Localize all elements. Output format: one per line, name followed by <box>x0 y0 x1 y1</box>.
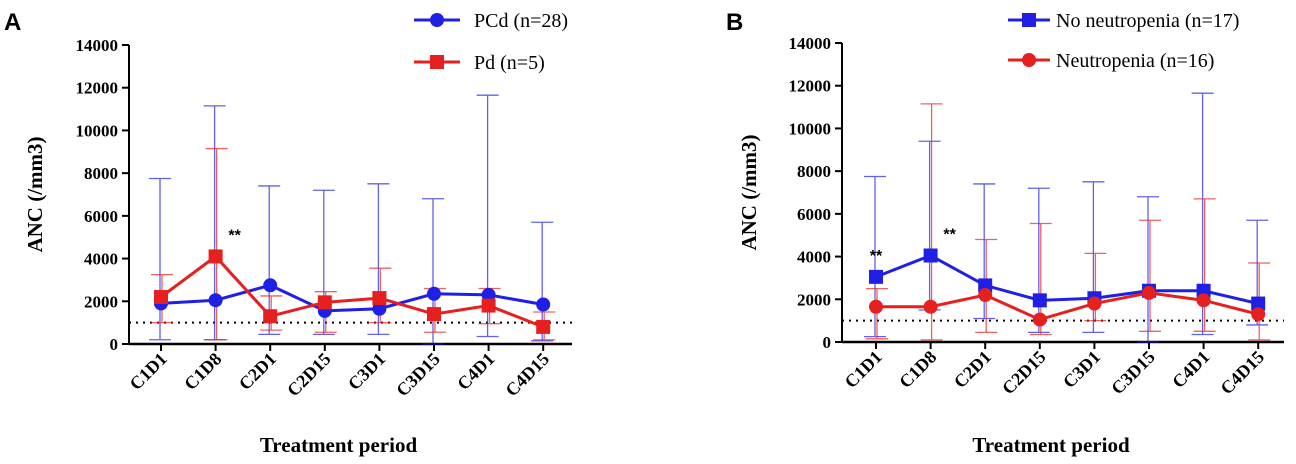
series-line <box>876 291 1259 322</box>
y-tick-label: 6000 <box>84 207 118 226</box>
x-tick-label: C1D1 <box>841 347 886 392</box>
data-point-marker <box>1142 285 1156 300</box>
y-tick-label: 2000 <box>797 290 831 309</box>
error-bar <box>1137 196 1159 343</box>
legend-entry: No neutropenia (n=17) <box>1008 10 1239 32</box>
data-point-marker <box>536 297 551 312</box>
legend-marker <box>1022 13 1036 27</box>
data-point-marker <box>869 269 883 284</box>
data-point-marker <box>372 301 387 316</box>
error-bar <box>205 147 228 341</box>
x-tick-label: C4D15 <box>1216 347 1268 399</box>
data-point-marker <box>923 248 938 263</box>
x-tick-label: C2D1 <box>235 349 280 394</box>
significance-annotation: ** <box>943 227 956 244</box>
x-tick-label: C3D1 <box>1059 347 1104 392</box>
x-tick-label: C2D15 <box>998 347 1050 399</box>
y-tick-label: 12000 <box>789 77 832 96</box>
series-line <box>160 254 544 329</box>
data-point-marker <box>263 309 278 324</box>
y-tick-label: 8000 <box>84 164 118 183</box>
significance-annotation: ** <box>228 227 241 244</box>
y-tick-label: 14000 <box>76 36 119 55</box>
y-tick-label: 2000 <box>84 292 118 311</box>
data-point-marker <box>427 286 441 301</box>
legend-entry: Pd (n=5) <box>414 52 545 74</box>
x-axis-title: Treatment period <box>972 433 1130 457</box>
data-point-marker <box>372 291 387 306</box>
data-point-marker <box>263 278 278 293</box>
legend-marker <box>1022 53 1036 67</box>
data-point-marker <box>208 249 223 264</box>
data-point-marker <box>1251 307 1266 322</box>
y-tick-label: 4000 <box>84 250 118 269</box>
y-tick-label: 4000 <box>797 248 831 267</box>
error-bar <box>149 177 171 341</box>
error-bar <box>422 198 444 345</box>
panel-label: B <box>726 9 743 36</box>
y-tick-label: 12000 <box>76 79 119 98</box>
data-point-marker <box>1032 312 1047 327</box>
x-tick-label: C1D8 <box>895 347 940 392</box>
error-bar <box>1139 219 1161 332</box>
series-line <box>875 253 1259 306</box>
panel-label: A <box>4 9 21 36</box>
data-point-marker <box>317 295 332 310</box>
y-tick-label: 0 <box>823 333 832 352</box>
x-tick-label: C3D1 <box>344 349 389 394</box>
legend-label: Pd (n=5) <box>474 52 545 74</box>
y-axis-title: ANC (/mm3) <box>23 136 47 252</box>
y-tick-label: 10000 <box>76 121 119 140</box>
y-tick-label: 0 <box>110 335 119 354</box>
data-point-marker <box>1087 296 1102 311</box>
legend-label: No neutropenia (n=17) <box>1056 10 1239 32</box>
x-tick-label: C4D1 <box>453 349 498 394</box>
legend-entry: PCd (n=28) <box>414 10 568 32</box>
x-tick-label: C2D15 <box>283 349 335 401</box>
error-bar <box>1084 252 1107 322</box>
chart-panel-a: A 0 2000 4000 6000 8000 10000 12000 14000 C1D1 C1D… <box>4 9 572 457</box>
x-tick-label: C1D8 <box>180 349 225 394</box>
error-bar <box>1193 198 1216 332</box>
data-point-marker <box>1196 283 1211 298</box>
series-line <box>160 283 544 313</box>
data-point-marker <box>978 288 993 303</box>
legend-entry: Neutropenia (n=16) <box>1008 50 1214 72</box>
y-tick-label: 8000 <box>797 162 831 181</box>
data-point-marker <box>869 299 883 314</box>
x-tick-label: C4D1 <box>1168 347 1213 392</box>
data-point-marker <box>154 290 168 305</box>
data-point-marker <box>1032 293 1047 308</box>
x-tick-label: C3D15 <box>1107 347 1159 399</box>
x-tick-label: C4D15 <box>501 349 553 401</box>
data-point-marker <box>208 293 223 308</box>
x-tick-label: C3D15 <box>392 349 444 401</box>
legend-marker <box>430 55 444 69</box>
data-point-marker <box>1196 293 1211 308</box>
error-bar <box>1027 187 1050 334</box>
data-point-marker <box>923 299 938 314</box>
significance-annotation: ** <box>870 248 883 265</box>
chart-panel-b: B 0 2000 4000 6000 8000 10000 12000 14000 C1D1 C1D… <box>726 9 1284 457</box>
legend-label: Neutropenia (n=16) <box>1056 50 1214 72</box>
x-tick-label: C2D1 <box>950 347 995 392</box>
error-bar <box>918 140 941 311</box>
data-point-marker <box>978 278 993 293</box>
data-point-marker <box>1251 296 1266 311</box>
data-point-marker <box>481 287 496 302</box>
y-tick-label: 6000 <box>797 205 831 224</box>
x-tick-label: C1D1 <box>126 349 171 394</box>
data-point-marker <box>481 298 496 313</box>
y-tick-label: 14000 <box>789 34 832 53</box>
error-bar <box>866 287 888 340</box>
data-point-marker <box>536 319 551 334</box>
y-axis-title: ANC (/mm3) <box>737 134 761 250</box>
x-axis-title: Treatment period <box>260 433 418 457</box>
y-tick-label: 10000 <box>789 119 832 138</box>
legend-label: PCd (n=28) <box>474 10 568 32</box>
data-point-marker <box>427 307 441 322</box>
legend-marker <box>430 13 444 27</box>
